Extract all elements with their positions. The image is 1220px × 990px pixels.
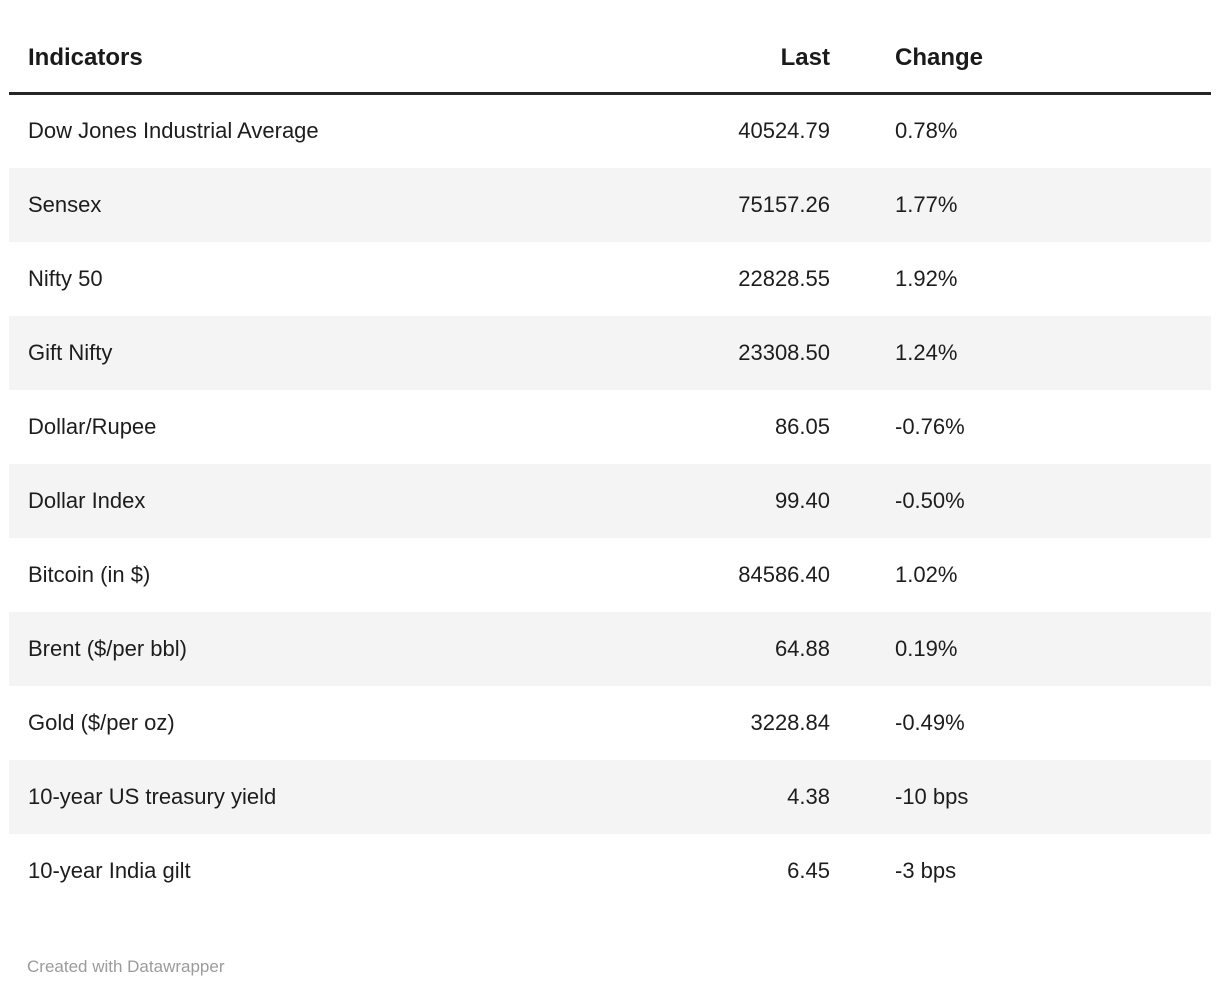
indicator-cell: Gift Nifty <box>28 339 113 365</box>
table-row: Gold ($/per oz) 3228.84 -0.49% <box>9 685 1211 760</box>
col-header-change: Change <box>830 20 1211 95</box>
last-cell: 23308.50 <box>738 339 830 365</box>
table-header: Indicators Last Change <box>9 20 1211 95</box>
last-cell: 4.38 <box>787 783 830 809</box>
change-cell: -3 bps <box>895 857 957 883</box>
table-row: Dow Jones Industrial Average 40524.79 0.… <box>9 93 1211 168</box>
last-cell: 75157.26 <box>738 191 830 217</box>
last-cell: 22828.55 <box>738 265 830 291</box>
datawrapper-attribution-link[interactable]: Created with Datawrapper <box>27 957 225 976</box>
change-cell: 1.92% <box>895 265 958 291</box>
change-cell: 0.78% <box>895 118 958 144</box>
indicator-cell: Sensex <box>28 191 102 217</box>
last-cell: 64.88 <box>774 635 830 661</box>
table-body: Dow Jones Industrial Average 40524.79 0.… <box>9 93 1211 908</box>
change-cell: -10 bps <box>895 783 969 809</box>
table-row: 10-year US treasury yield 4.38 -10 bps <box>9 759 1211 834</box>
table-row: Brent ($/per bbl) 64.88 0.19% <box>9 611 1211 686</box>
table-row: Gift Nifty 23308.50 1.24% <box>9 315 1211 390</box>
change-cell: -0.76% <box>895 413 965 439</box>
last-cell: 40524.79 <box>738 118 830 144</box>
change-cell: 0.19% <box>895 635 958 661</box>
indicator-cell: Dow Jones Industrial Average <box>28 118 319 144</box>
change-cell: -0.50% <box>895 487 965 513</box>
last-cell: 84586.40 <box>738 561 830 587</box>
last-cell: 99.40 <box>774 487 830 513</box>
table-row: Bitcoin (in $) 84586.40 1.02% <box>9 537 1211 612</box>
table-row: Dollar Index 99.40 -0.50% <box>9 463 1211 538</box>
header-row: Indicators Last Change <box>9 20 1211 95</box>
indicator-cell: Dollar/Rupee <box>28 413 157 439</box>
change-cell: -0.49% <box>895 709 965 735</box>
indicator-cell: 10-year US treasury yield <box>28 783 277 809</box>
indicators-table: Indicators Last Change Dow Jones Industr… <box>9 20 1211 908</box>
change-cell: 1.77% <box>895 191 958 217</box>
indicator-cell: Nifty 50 <box>28 265 103 291</box>
table-row: Dollar/Rupee 86.05 -0.76% <box>9 389 1211 464</box>
indicator-cell: Bitcoin (in $) <box>28 561 151 587</box>
table-row: Sensex 75157.26 1.77% <box>9 167 1211 242</box>
indicator-cell: Gold ($/per oz) <box>28 709 175 735</box>
indicator-cell: Dollar Index <box>28 487 146 513</box>
indicator-cell: Brent ($/per bbl) <box>28 635 187 661</box>
change-cell: 1.02% <box>895 561 958 587</box>
col-header-last: Last <box>609 20 830 95</box>
table-row: 10-year India gilt 6.45 -3 bps <box>9 833 1211 908</box>
last-cell: 86.05 <box>774 413 830 439</box>
table-row: Nifty 50 22828.55 1.92% <box>9 241 1211 316</box>
indicator-cell: 10-year India gilt <box>28 857 191 883</box>
change-cell: 1.24% <box>895 339 958 365</box>
last-cell: 3228.84 <box>750 709 830 735</box>
last-cell: 6.45 <box>787 857 830 883</box>
col-header-indicators: Indicators <box>9 20 609 95</box>
